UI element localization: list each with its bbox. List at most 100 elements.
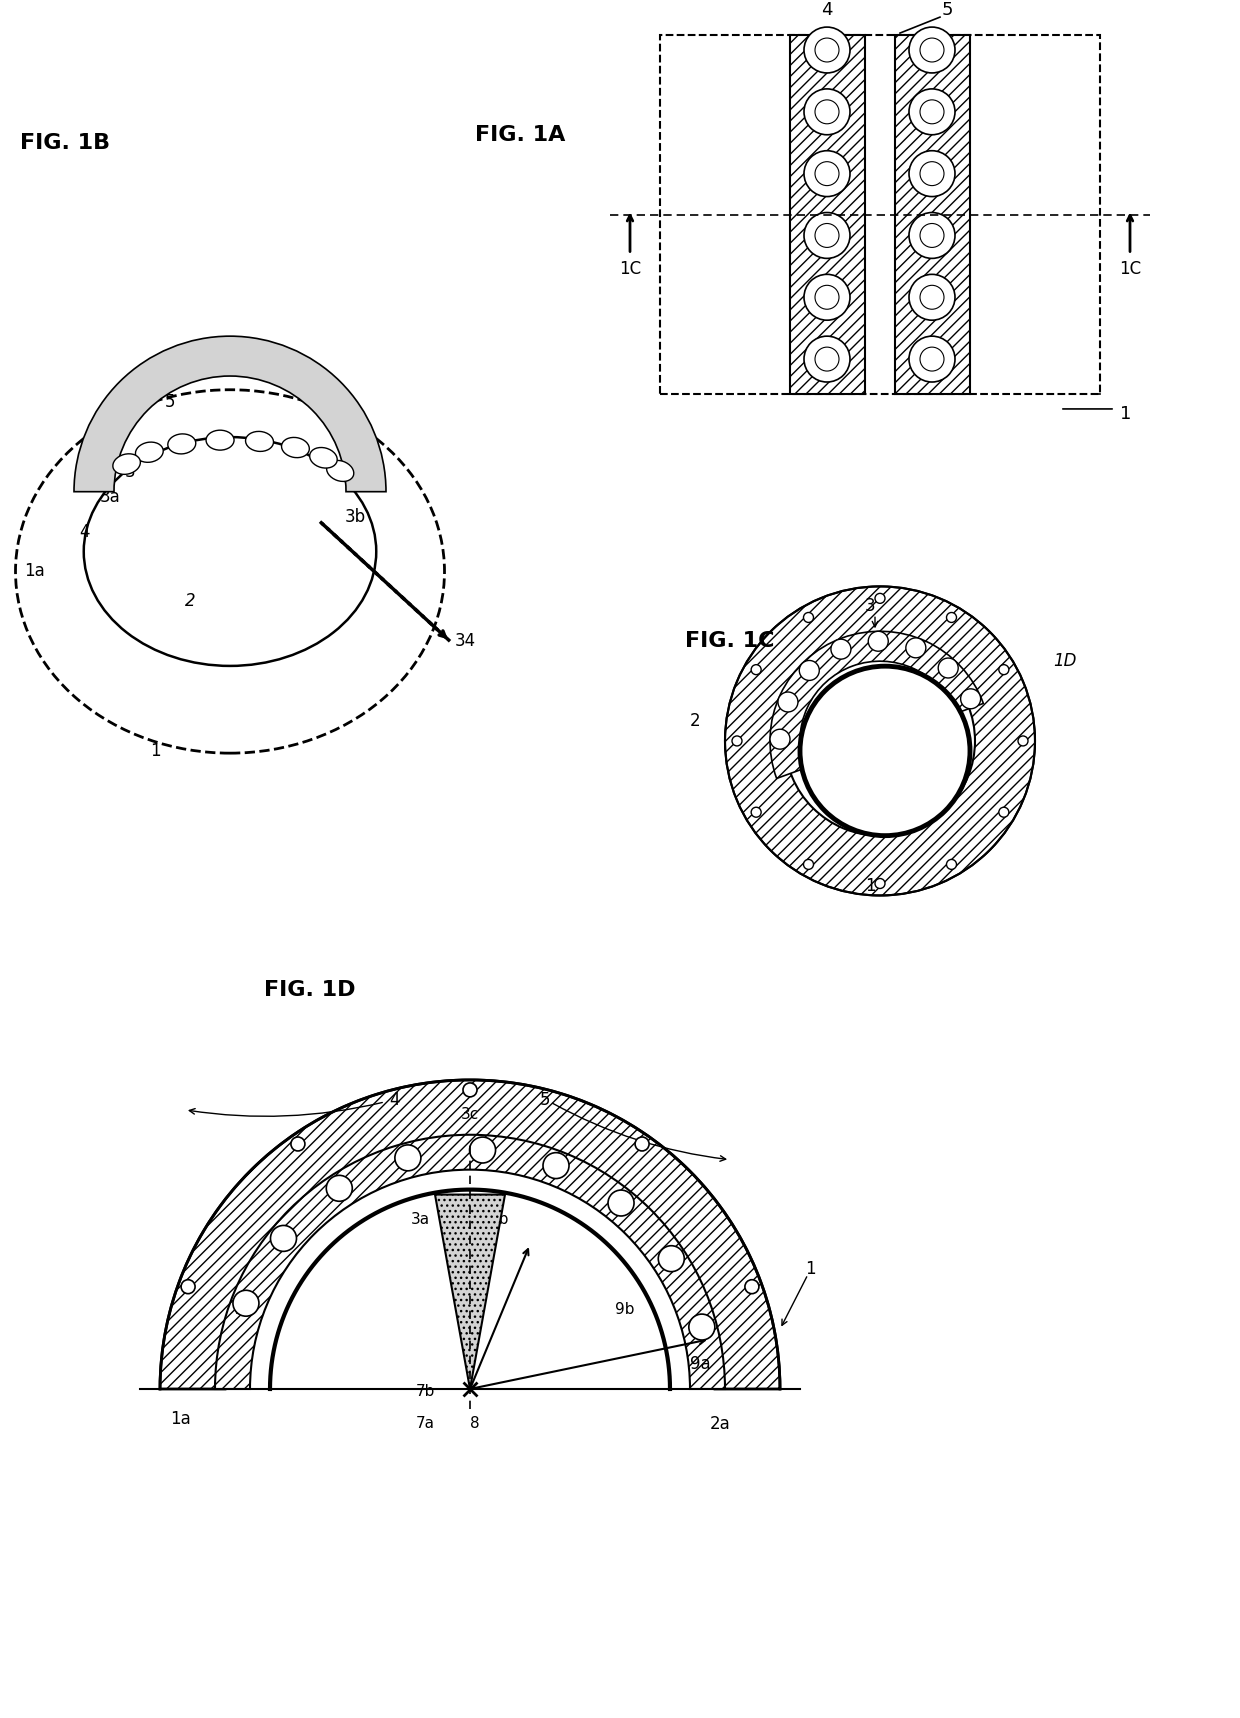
Circle shape <box>946 859 956 869</box>
Text: 3b: 3b <box>490 1211 510 1227</box>
Ellipse shape <box>135 442 164 462</box>
Circle shape <box>804 275 849 320</box>
Circle shape <box>920 38 944 62</box>
Circle shape <box>868 631 888 651</box>
Circle shape <box>777 692 799 711</box>
Wedge shape <box>74 337 386 491</box>
Polygon shape <box>435 1194 505 1388</box>
Text: 1C: 1C <box>619 261 641 278</box>
Text: 4: 4 <box>79 522 91 541</box>
Circle shape <box>751 807 761 818</box>
Circle shape <box>745 1280 759 1294</box>
Ellipse shape <box>167 435 196 454</box>
Circle shape <box>635 1137 649 1151</box>
Circle shape <box>920 100 944 124</box>
Text: 34: 34 <box>454 632 476 649</box>
Circle shape <box>181 1280 195 1294</box>
Wedge shape <box>770 631 983 778</box>
Text: FIG. 1D: FIG. 1D <box>264 981 356 1000</box>
Text: 5: 5 <box>941 2 952 19</box>
Circle shape <box>946 613 956 622</box>
Ellipse shape <box>113 454 140 474</box>
Bar <box>660 34 1100 393</box>
Text: 3: 3 <box>864 598 875 615</box>
Text: 4: 4 <box>389 1091 401 1108</box>
Circle shape <box>999 665 1009 675</box>
Circle shape <box>463 1082 477 1096</box>
Text: 3b: 3b <box>345 507 366 526</box>
Circle shape <box>470 1137 496 1163</box>
Circle shape <box>875 878 885 888</box>
Circle shape <box>909 213 955 258</box>
Text: 3c: 3c <box>461 1108 479 1122</box>
Circle shape <box>999 807 1009 818</box>
Circle shape <box>326 1175 352 1201</box>
Text: 9b: 9b <box>615 1302 635 1316</box>
Circle shape <box>815 161 839 186</box>
Text: 2a: 2a <box>709 1416 730 1433</box>
Circle shape <box>804 151 849 196</box>
Text: 4: 4 <box>854 711 866 730</box>
Circle shape <box>800 660 820 680</box>
Text: 5: 5 <box>915 737 925 754</box>
Circle shape <box>815 285 839 309</box>
Circle shape <box>804 337 849 381</box>
Circle shape <box>875 593 885 603</box>
Circle shape <box>920 223 944 247</box>
Circle shape <box>815 100 839 124</box>
Ellipse shape <box>206 430 234 450</box>
Text: 3: 3 <box>125 462 135 481</box>
Circle shape <box>608 1191 634 1216</box>
Text: 1a: 1a <box>170 1410 191 1428</box>
Text: 1C: 1C <box>1118 261 1141 278</box>
Text: 1a: 1a <box>25 562 46 581</box>
Wedge shape <box>160 1081 780 1388</box>
Text: FIG. 1A: FIG. 1A <box>475 125 565 144</box>
Circle shape <box>909 151 955 196</box>
Circle shape <box>804 613 813 622</box>
Circle shape <box>233 1290 259 1316</box>
Text: 1: 1 <box>150 742 160 759</box>
Circle shape <box>1018 735 1028 746</box>
Ellipse shape <box>15 390 444 752</box>
Text: FIG. 1B: FIG. 1B <box>20 132 110 153</box>
Circle shape <box>543 1153 569 1179</box>
Circle shape <box>961 689 981 710</box>
Circle shape <box>770 728 790 749</box>
Wedge shape <box>215 1136 725 1388</box>
Text: 9a: 9a <box>689 1356 711 1373</box>
Circle shape <box>689 1314 714 1340</box>
Text: 1a: 1a <box>879 782 900 801</box>
Circle shape <box>909 27 955 72</box>
Text: 2: 2 <box>689 711 701 730</box>
Circle shape <box>270 1225 296 1251</box>
Text: 1: 1 <box>1120 405 1131 423</box>
Circle shape <box>939 658 959 679</box>
Text: 8: 8 <box>470 1416 480 1431</box>
Circle shape <box>751 665 761 675</box>
Text: 1D: 1D <box>1053 653 1076 670</box>
Text: 5: 5 <box>539 1091 551 1108</box>
Circle shape <box>804 89 849 134</box>
Text: FIG. 1C: FIG. 1C <box>686 631 775 651</box>
Bar <box>895 34 970 393</box>
Circle shape <box>804 859 813 869</box>
Circle shape <box>920 285 944 309</box>
Circle shape <box>394 1144 420 1172</box>
Circle shape <box>800 667 970 835</box>
Ellipse shape <box>310 447 337 467</box>
Ellipse shape <box>326 460 353 481</box>
Ellipse shape <box>246 431 274 452</box>
Circle shape <box>815 223 839 247</box>
Text: 3a: 3a <box>99 488 120 505</box>
Circle shape <box>815 347 839 371</box>
Circle shape <box>732 735 742 746</box>
Circle shape <box>658 1246 684 1271</box>
Text: 4: 4 <box>821 2 833 19</box>
Text: 3: 3 <box>460 1271 470 1287</box>
Text: 7a: 7a <box>415 1416 434 1431</box>
Circle shape <box>920 347 944 371</box>
Ellipse shape <box>281 438 309 457</box>
Ellipse shape <box>84 436 376 667</box>
Bar <box>790 34 866 393</box>
